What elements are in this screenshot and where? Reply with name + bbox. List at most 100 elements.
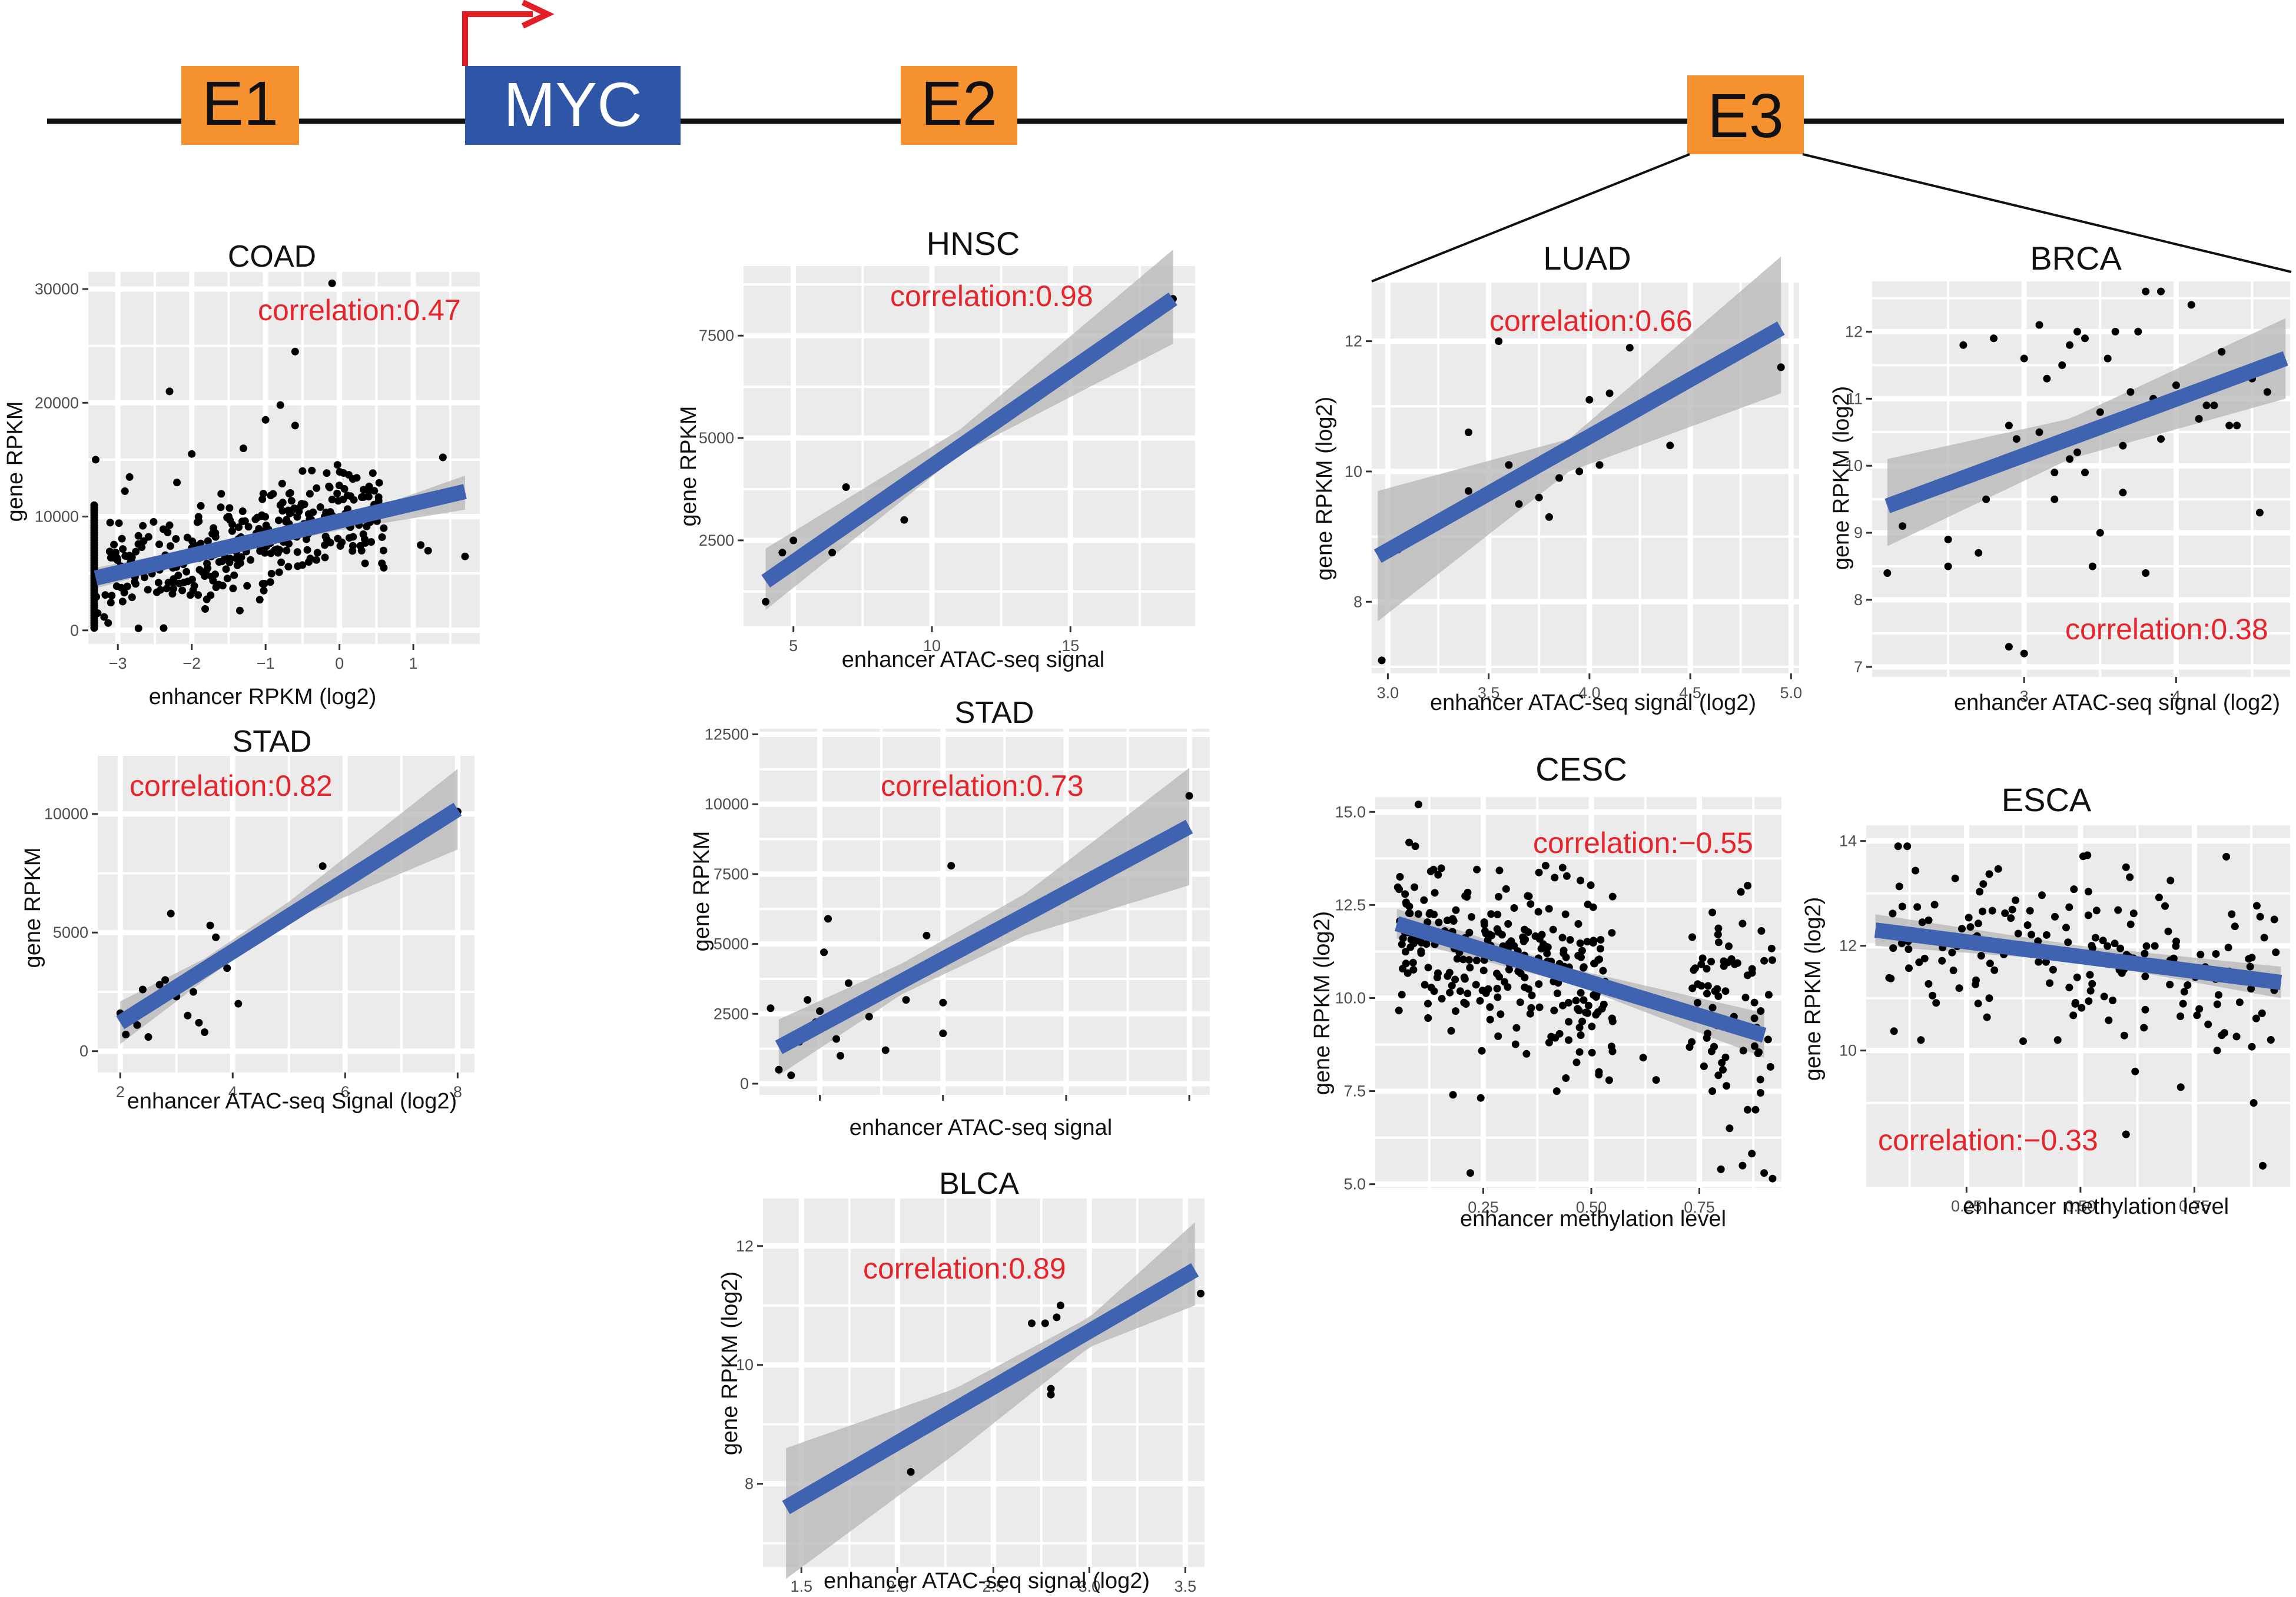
data-point — [461, 552, 469, 560]
data-point — [1494, 911, 1502, 919]
data-point — [1493, 984, 1501, 992]
x-axis-label: enhancer ATAC-seq signal — [842, 648, 1104, 672]
data-point — [379, 546, 387, 555]
data-point — [1944, 536, 1952, 543]
data-point — [2066, 455, 2074, 463]
data-point — [1717, 1165, 1725, 1173]
data-point — [287, 497, 296, 505]
data-point — [2042, 931, 2051, 939]
data-point — [1584, 900, 1592, 908]
data-point — [313, 549, 321, 557]
x-tick-label: −2 — [183, 655, 201, 672]
data-point — [323, 469, 331, 477]
data-point — [134, 624, 142, 632]
data-point — [1434, 969, 1442, 977]
data-point — [1555, 474, 1563, 482]
data-point — [150, 518, 158, 526]
data-point — [303, 546, 311, 554]
y-tick-label: 10 — [1845, 457, 1863, 474]
data-point — [2114, 906, 2122, 914]
x-tick-label: 0.25 — [1468, 1198, 1499, 1216]
y-axis-label: gene RPKM (log2) — [1312, 397, 1337, 581]
data-point — [1985, 994, 1993, 1002]
data-point — [1435, 918, 1443, 927]
x-tick-label: 4 — [228, 1083, 237, 1101]
data-point — [188, 576, 196, 583]
data-point — [267, 549, 275, 557]
data-point — [2225, 421, 2234, 430]
data-point — [229, 585, 237, 593]
data-point — [2092, 907, 2101, 915]
data-point — [1578, 1017, 1587, 1025]
data-point — [1409, 958, 1417, 967]
data-point — [1595, 955, 1604, 964]
data-point — [261, 416, 270, 424]
data-point — [2157, 287, 2165, 296]
enhancer-e1-box — [181, 66, 299, 145]
data-point — [1425, 910, 1434, 918]
data-point — [1443, 917, 1451, 925]
data-point — [338, 538, 346, 546]
data-point — [1756, 1089, 1764, 1097]
data-point — [134, 532, 142, 540]
data-point — [2084, 888, 2092, 896]
data-point — [1975, 549, 1983, 557]
data-point — [1948, 948, 1956, 957]
data-point — [1552, 1087, 1561, 1095]
data-point — [125, 473, 134, 481]
data-point — [1751, 1105, 1760, 1114]
data-point — [183, 533, 191, 542]
data-point — [1424, 1000, 1432, 1008]
panel-title: ESCA — [2002, 781, 2092, 818]
data-point — [1719, 1065, 1727, 1074]
data-point — [1424, 964, 1432, 972]
data-point — [1495, 337, 1503, 346]
data-point — [107, 553, 115, 562]
data-point — [1608, 929, 1616, 937]
data-point — [2001, 909, 2009, 917]
x-tick-label: 4.5 — [1679, 684, 1701, 702]
data-point — [1766, 1063, 1774, 1071]
data-point — [2195, 415, 2203, 423]
y-tick-label: 10000 — [705, 795, 749, 813]
data-point — [1949, 967, 1957, 974]
y-tick-label: 8 — [1353, 593, 1362, 610]
data-point — [2210, 401, 2218, 410]
data-point — [1625, 344, 1634, 352]
data-point — [1550, 1007, 1558, 1015]
data-point — [2046, 979, 2054, 987]
data-point — [1700, 1062, 1708, 1070]
data-point — [1595, 461, 1604, 469]
y-tick-label: 2500 — [714, 1005, 749, 1022]
data-point — [2049, 965, 2057, 974]
data-point — [2157, 435, 2165, 443]
data-point — [108, 592, 116, 600]
data-point — [2035, 428, 2043, 436]
data-point — [234, 1000, 243, 1008]
data-point — [1429, 865, 1438, 874]
regression-line — [761, 292, 1177, 588]
x-tick-label: 0.75 — [1684, 1198, 1715, 1216]
y-tick-label: 5000 — [699, 429, 734, 447]
y-axis-label: gene RPKM — [689, 831, 714, 952]
data-point — [2155, 894, 2163, 902]
data-point — [230, 571, 238, 579]
data-point — [1420, 896, 1428, 904]
data-point — [1558, 934, 1567, 942]
data-point — [1938, 957, 1946, 965]
regression-line — [782, 1263, 1199, 1515]
data-point — [1535, 1003, 1544, 1011]
data-point — [2172, 381, 2180, 389]
data-point — [1493, 925, 1501, 933]
data-point — [110, 540, 118, 549]
data-point — [138, 543, 146, 552]
y-tick-label: 8 — [745, 1475, 754, 1493]
data-point — [2096, 408, 2104, 416]
data-point — [1421, 981, 1429, 989]
data-point — [1748, 1150, 1756, 1158]
x-tick-label: 2 — [116, 1083, 125, 1101]
data-point — [198, 568, 207, 576]
data-point — [194, 591, 202, 599]
data-point — [197, 502, 205, 510]
